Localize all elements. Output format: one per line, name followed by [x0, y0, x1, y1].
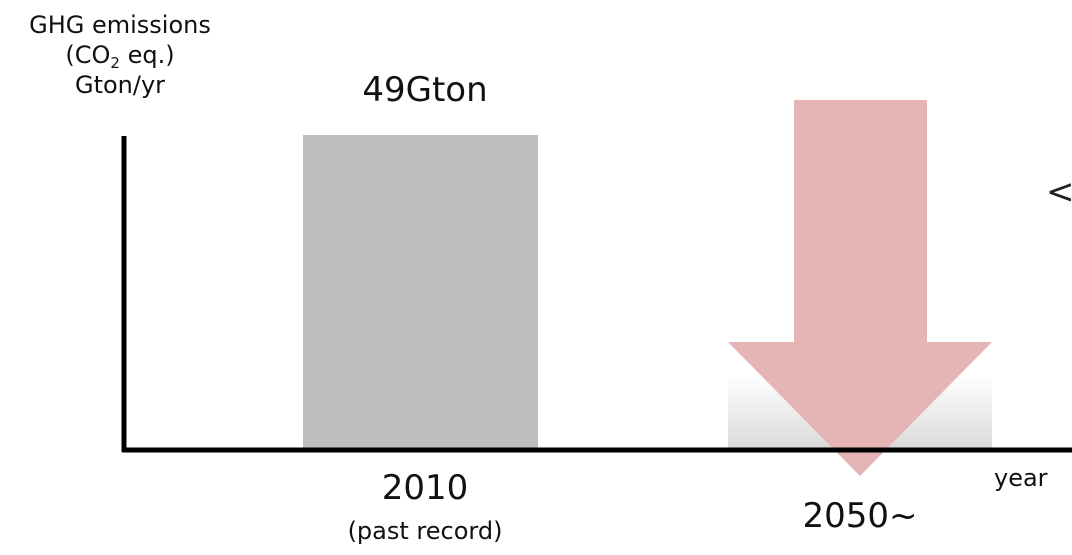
decrease-arrow [728, 100, 992, 476]
subscript-2: 2 [110, 54, 120, 72]
tick-label-2050: 2050~ [802, 496, 918, 536]
left-arrow-icon: < [1046, 172, 1072, 212]
bar-2010 [303, 135, 538, 450]
data-label-2010: 49Gton [362, 70, 488, 110]
x-axis-label: year [994, 464, 1048, 492]
y-axis-label-line-3: Gton/yr [74, 71, 166, 99]
tick-label-2010: 2010 [381, 468, 469, 508]
y-axis-label-line-1: GHG emissions [29, 11, 211, 39]
y-axis-label: GHG emissions (CO2 eq.) Gton/yr [0, 10, 240, 100]
tick-note-2010: (past record) [347, 517, 503, 545]
eq-text: eq.) [119, 41, 175, 69]
co-text: (CO [65, 41, 111, 69]
y-axis-label-line-2: (CO2 eq.) [0, 40, 240, 72]
